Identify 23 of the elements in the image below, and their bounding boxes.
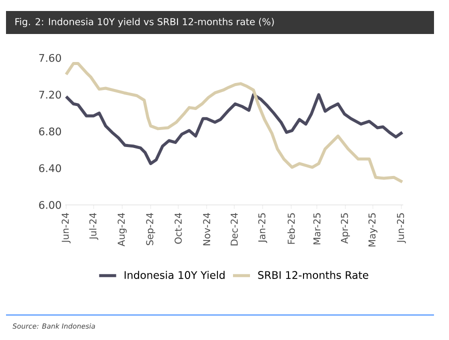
line-series — [64, 62, 404, 184]
x-tick-label: Apr-25 — [340, 213, 350, 244]
x-tick-label: Feb-25 — [288, 213, 295, 244]
x-tick-label: May-25 — [368, 213, 378, 246]
chart-title: Fig. 2: Indonesia 10Y yield vs SRBI 12-months rate (%) — [15, 18, 274, 28]
y-tick-label: 7.60 — [39, 54, 61, 62]
y-tick-label: 7.20 — [39, 90, 61, 99]
y-tick-label: 6.40 — [39, 164, 61, 172]
x-tick-label: Jun-25 — [396, 213, 406, 244]
x-tick-label: Sep-24 — [146, 212, 156, 246]
legend-label: SRBI 12-months Rate — [258, 270, 368, 279]
x-tick-label: Nov-24 — [203, 212, 210, 246]
x-tick-label: Jul-24 — [89, 212, 98, 240]
legend-label: Indonesia 10Y Yield — [124, 270, 225, 279]
x-tick-label: Aug-24 — [118, 212, 127, 246]
y-tick-label: 6.00 — [39, 200, 61, 209]
line-series — [64, 93, 404, 166]
x-tick-label: Jan-25 — [258, 213, 268, 243]
x-tick-label: Dec-24 — [230, 212, 238, 246]
x-tick-label: Oct-24 — [174, 212, 182, 244]
y-tick-label: 6.80 — [39, 127, 61, 136]
x-tick-label: Jun-24 — [62, 212, 71, 244]
x-tick-label: Mar-25 — [313, 213, 320, 244]
